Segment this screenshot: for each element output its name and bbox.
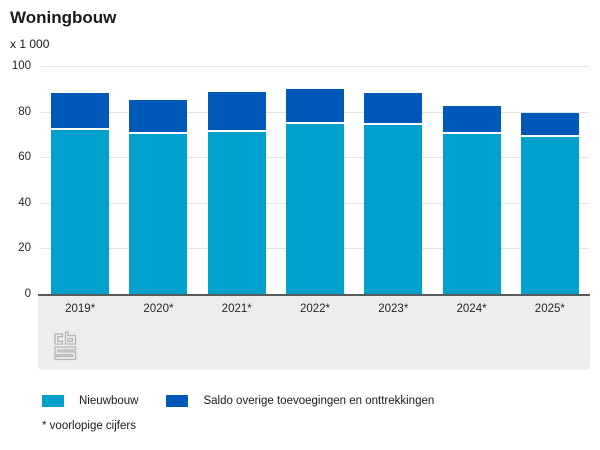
- x-axis-line: [38, 294, 590, 296]
- bar-slot-2019: [41, 66, 119, 294]
- y-tick-label-20: 20: [18, 242, 31, 255]
- bar-segment-saldo-2019[interactable]: [51, 93, 110, 130]
- bar-2025[interactable]: [520, 112, 579, 294]
- x-axis-label-2020: 2020*: [143, 303, 174, 315]
- bar-segment-saldo-2023[interactable]: [364, 93, 423, 126]
- bar-segment-saldo-2024[interactable]: [442, 105, 501, 135]
- x-axis-labels: 2019* 2020* 2021* 2022* 2023* 2024* 2025*: [41, 303, 589, 315]
- bar-segment-nieuwbouw-2024[interactable]: [442, 134, 501, 294]
- cbs-logo-letter-b: [64, 331, 77, 345]
- legend-label-nieuwbouw: Nieuwbouw: [79, 395, 139, 407]
- bar-slot-2020: [119, 66, 197, 294]
- y-axis-unit-label: x 1 000: [10, 37, 50, 51]
- bar-slot-2021: [198, 66, 276, 294]
- plot-area: [41, 66, 589, 294]
- bar-2019[interactable]: [51, 93, 110, 294]
- bar-slot-2024: [432, 66, 510, 294]
- legend-label-saldo: Saldo overige toevoegingen en onttrekkin…: [203, 395, 435, 407]
- legend-swatch-saldo: [166, 395, 189, 407]
- y-tick-label-100: 100: [11, 60, 31, 72]
- bar-segment-saldo-2022[interactable]: [285, 88, 344, 125]
- cbs-logo-letter-c: [54, 333, 64, 345]
- x-axis-label-2022: 2022*: [299, 303, 331, 315]
- legend-item-saldo[interactable]: Saldo overige toevoegingen en onttrekkin…: [166, 395, 434, 407]
- bar-slot-2022: [276, 66, 354, 294]
- x-axis-label-2021: 2021*: [221, 303, 252, 315]
- bar-2023[interactable]: [364, 93, 423, 294]
- bar-segment-nieuwbouw-2019[interactable]: [51, 129, 110, 294]
- cbs-logo-letter-b-hole: [67, 337, 74, 342]
- gridline-100: [41, 66, 589, 67]
- plot-footer-band: [38, 296, 590, 370]
- cbs-logo: [54, 331, 77, 361]
- bar-segment-nieuwbouw-2023[interactable]: [364, 125, 423, 294]
- bar-segment-saldo-2021[interactable]: [207, 92, 266, 133]
- cbs-logo-letter-s: [54, 346, 77, 361]
- y-axis-labels: 0 20 40 60 80 100: [0, 0, 33, 300]
- y-tick-label-0: 0: [24, 288, 31, 300]
- bar-segment-nieuwbouw-2022[interactable]: [285, 124, 344, 294]
- bar-2020[interactable]: [129, 100, 188, 294]
- bar-slot-2025: [511, 66, 589, 294]
- bars-row: [41, 66, 589, 294]
- bar-segment-nieuwbouw-2020[interactable]: [129, 134, 188, 294]
- bar-slot-2023: [354, 66, 432, 294]
- x-axis-label-2023: 2023*: [378, 303, 409, 315]
- legend: Nieuwbouw Saldo overige toevoegingen en …: [42, 395, 434, 407]
- y-tick-label-60: 60: [18, 151, 31, 164]
- bar-segment-saldo-2025[interactable]: [520, 112, 579, 137]
- bar-2024[interactable]: [442, 105, 501, 294]
- x-axis-label-2019: 2019*: [65, 303, 96, 315]
- bar-2022[interactable]: [285, 88, 344, 294]
- bar-segment-saldo-2020[interactable]: [129, 100, 188, 135]
- bar-2021[interactable]: [207, 92, 266, 294]
- chart-title: Woningbouw: [10, 8, 117, 27]
- footnote: * voorlopige cijfers: [42, 420, 136, 432]
- bar-segment-nieuwbouw-2025[interactable]: [520, 136, 579, 294]
- y-tick-label-40: 40: [18, 196, 31, 209]
- legend-swatch-nieuwbouw: [42, 395, 64, 407]
- x-axis-label-2024: 2024*: [456, 303, 487, 315]
- legend-item-nieuwbouw[interactable]: Nieuwbouw: [42, 395, 138, 407]
- x-axis-label-2025: 2025*: [534, 303, 565, 315]
- bar-segment-nieuwbouw-2021[interactable]: [207, 132, 266, 294]
- y-tick-label-80: 80: [18, 105, 31, 118]
